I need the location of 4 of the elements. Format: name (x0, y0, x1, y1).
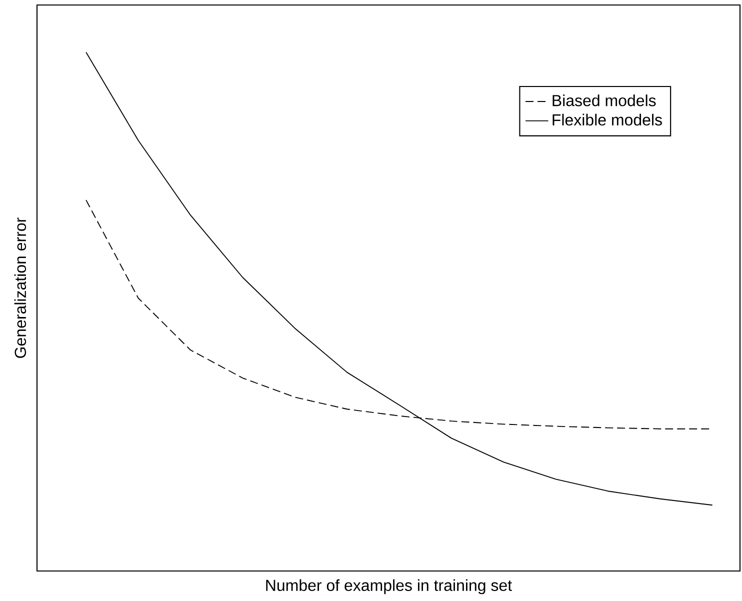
x-axis-title: Number of examples in training set (266, 579, 512, 594)
y-axis-title: Generalization error (14, 218, 26, 358)
legend-label: Biased models (552, 94, 656, 106)
legend-label: Flexible models (552, 114, 662, 126)
